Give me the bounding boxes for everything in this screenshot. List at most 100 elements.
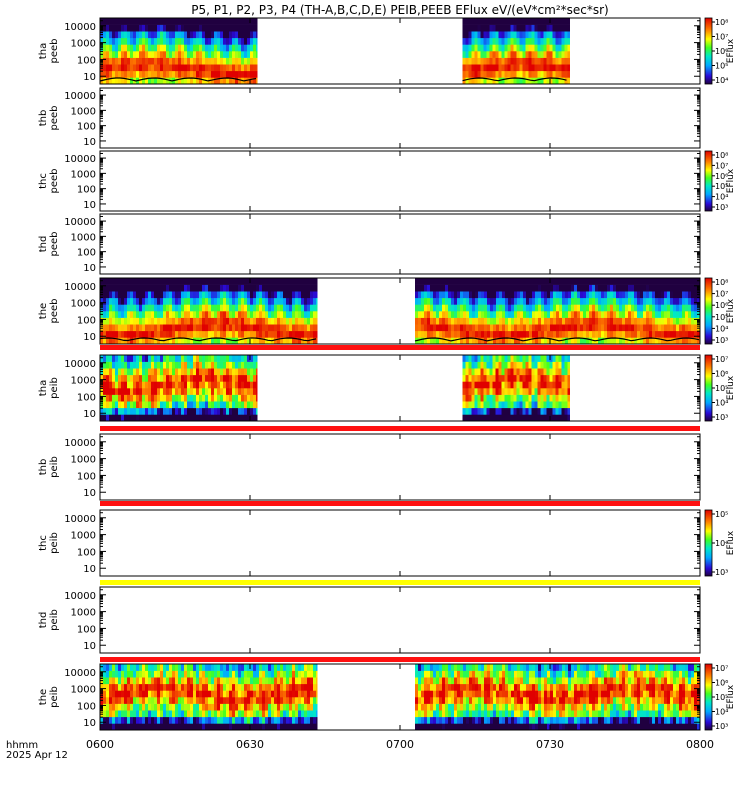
heatmap-cell [208, 381, 211, 388]
heatmap-cell [259, 671, 262, 678]
heatmap-cell [280, 684, 283, 691]
heatmap-cell [241, 318, 244, 325]
heatmap-cell [529, 375, 532, 382]
heatmap-cell [163, 324, 166, 331]
heatmap-cell [502, 395, 505, 402]
heatmap-cell [415, 723, 418, 730]
heatmap-cell [223, 355, 226, 362]
heatmap-cell [151, 717, 154, 724]
panel-ylabel-line: thb [38, 110, 49, 127]
heatmap-cell [202, 355, 205, 362]
heatmap-cell [505, 71, 508, 78]
heatmap-cell [685, 291, 688, 298]
heatmap-cell [310, 671, 313, 678]
heatmap-cell [253, 278, 256, 285]
heatmap-cell [124, 401, 127, 408]
heatmap-cell [220, 381, 223, 388]
heatmap-cell [163, 710, 166, 717]
heatmap-cell [547, 388, 550, 395]
heatmap-cell [622, 278, 625, 285]
heatmap-cell [103, 324, 106, 331]
heatmap-cell [217, 677, 220, 684]
heatmap-cell [532, 362, 535, 369]
heatmap-cell [541, 31, 544, 38]
heatmap-cell [139, 395, 142, 402]
heatmap-cell [130, 704, 133, 711]
heatmap-cell [316, 337, 318, 344]
heatmap-cell [235, 278, 238, 285]
heatmap-cell [196, 414, 199, 421]
heatmap-cell [184, 717, 187, 724]
heatmap-cell [196, 710, 199, 717]
heatmap-cell [133, 64, 136, 71]
heatmap-cell [208, 388, 211, 395]
heatmap-cell [307, 717, 310, 724]
heatmap-cell [139, 77, 142, 84]
heatmap-cell [103, 381, 106, 388]
heatmap-cell [232, 408, 235, 415]
heatmap-cell [157, 318, 160, 325]
heatmap-cell [673, 318, 676, 325]
heatmap-cell [676, 298, 679, 305]
heatmap-cell [583, 311, 586, 318]
heatmap-cell [148, 375, 151, 382]
heatmap-cell [610, 278, 613, 285]
heatmap-cell [565, 58, 568, 65]
heatmap-cell [268, 324, 271, 331]
heatmap-cell [238, 38, 241, 45]
heatmap-cell [493, 31, 496, 38]
heatmap-cell [139, 671, 142, 678]
heatmap-cell [154, 58, 157, 65]
heatmap-cell [283, 704, 286, 711]
heatmap-cell [508, 388, 511, 395]
heatmap-cell [568, 58, 571, 65]
heatmap-cell [280, 710, 283, 717]
heatmap-cell [472, 375, 475, 382]
heatmap-cell [466, 291, 469, 298]
heatmap-cell [505, 388, 508, 395]
heatmap-cell [214, 324, 217, 331]
heatmap-cell [238, 71, 241, 78]
heatmap-cell [241, 71, 244, 78]
heatmap-cell [241, 368, 244, 375]
heatmap-cell [187, 375, 190, 382]
heatmap-cell [694, 291, 697, 298]
heatmap-cell [547, 25, 550, 32]
heatmap-cell [115, 381, 118, 388]
heatmap-cell [259, 311, 262, 318]
heatmap-cell [436, 324, 439, 331]
heatmap-cell [178, 278, 181, 285]
heatmap-cell [526, 58, 529, 65]
heatmap-cell [559, 368, 562, 375]
heatmap-cell [124, 51, 127, 58]
heatmap-cell [217, 401, 220, 408]
heatmap-cell [205, 18, 208, 25]
heatmap-cell [115, 671, 118, 678]
heatmap-cell [145, 704, 148, 711]
heatmap-cell [142, 684, 145, 691]
heatmap-cell [436, 298, 439, 305]
heatmap-cell [559, 51, 562, 58]
heatmap-cell [304, 278, 307, 285]
heatmap-cell [271, 311, 274, 318]
heatmap-cell [190, 71, 193, 78]
heatmap-cell [475, 362, 478, 369]
heatmap-cell [133, 331, 136, 338]
heatmap-cell [196, 362, 199, 369]
heatmap-cell [499, 355, 502, 362]
heatmap-cell [214, 690, 217, 697]
heatmap-cell [241, 395, 244, 402]
heatmap-cell [127, 723, 130, 730]
heatmap-cell [118, 375, 121, 382]
heatmap-cell [496, 25, 499, 32]
heatmap-cell [244, 690, 247, 697]
heatmap-cell [133, 395, 136, 402]
heatmap-cell [115, 710, 118, 717]
heatmap-cell [547, 285, 550, 292]
heatmap-cell [205, 355, 208, 362]
heatmap-cell [517, 355, 520, 362]
heatmap-cell [184, 18, 187, 25]
heatmap-cell [139, 375, 142, 382]
heatmap-cell [124, 304, 127, 311]
